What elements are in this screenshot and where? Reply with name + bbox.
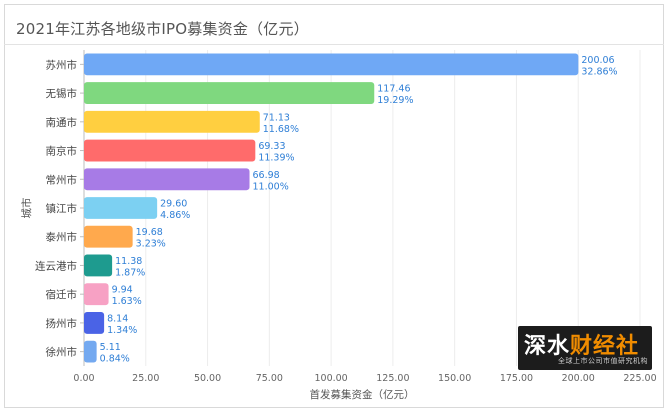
category-label: 徐州市: [46, 346, 78, 359]
bar: [84, 254, 113, 277]
value-label: 19.68: [136, 227, 163, 238]
percent-label: 1.87%: [115, 267, 145, 278]
watermark-brand-b: 财经社: [570, 334, 640, 359]
percent-label: 0.84%: [100, 354, 130, 365]
x-tick-label: 0.00: [73, 373, 94, 384]
category-label: 南通市: [46, 116, 78, 129]
bar: [84, 53, 579, 76]
x-tick-label: 75.00: [256, 373, 283, 384]
category-label: 无锡市: [46, 87, 78, 100]
x-tick-label: 225.00: [623, 373, 656, 384]
bar: [84, 340, 97, 363]
bar: [84, 139, 256, 162]
x-tick-label: 25.00: [132, 373, 159, 384]
percent-label: 11.68%: [263, 124, 299, 135]
bar: [84, 311, 105, 334]
category-label: 连云港市: [35, 259, 77, 272]
bar: [84, 225, 133, 248]
percent-label: 11.39%: [258, 153, 294, 164]
percent-label: 1.63%: [112, 296, 142, 307]
title-divider: [4, 44, 664, 45]
x-tick-label: 50.00: [194, 373, 221, 384]
x-axis-title: 首发募集资金（亿元）: [310, 388, 415, 401]
category-label: 常州市: [46, 173, 78, 186]
category-label: 扬州市: [46, 317, 78, 330]
percent-label: 19.29%: [377, 95, 413, 106]
category-label: 苏州市: [46, 58, 78, 71]
value-label: 8.14: [107, 313, 128, 324]
x-tick-label: 125.00: [376, 373, 409, 384]
percent-label: 11.00%: [253, 181, 289, 192]
category-label: 镇江市: [46, 202, 78, 215]
value-label: 69.33: [258, 141, 285, 152]
bar: [84, 283, 109, 306]
x-tick-label: 175.00: [500, 373, 533, 384]
value-label: 5.11: [100, 342, 121, 353]
percent-label: 4.86%: [160, 210, 190, 221]
x-tick-label: 150.00: [438, 373, 471, 384]
value-label: 66.98: [253, 170, 280, 181]
watermark-logo: 深水财经社 全球上市公司市值研究机构: [518, 326, 652, 370]
x-tick-label: 200.00: [562, 373, 595, 384]
watermark-brand-a: 深水: [524, 334, 571, 359]
percent-label: 3.23%: [136, 239, 166, 250]
value-label: 29.60: [160, 199, 187, 210]
bar: [84, 110, 260, 133]
value-label: 200.06: [581, 55, 614, 66]
value-label: 117.46: [377, 84, 410, 95]
bar: [84, 82, 375, 105]
bar: [84, 168, 250, 191]
category-label: 宿迁市: [46, 288, 78, 301]
value-label: 71.13: [263, 112, 290, 123]
y-axis-title: 城市: [20, 198, 33, 219]
watermark-tagline: 全球上市公司市值研究机构: [558, 357, 648, 365]
category-label: 泰州市: [46, 231, 78, 244]
chart-title: 2021年江苏各地级市IPO募集资金（亿元）: [16, 20, 309, 38]
value-label: 9.94: [112, 285, 133, 296]
percent-label: 32.86%: [581, 66, 617, 77]
bar: [84, 197, 158, 219]
x-tick-label: 100.00: [314, 373, 347, 384]
percent-label: 1.34%: [107, 325, 137, 336]
category-label: 南京市: [46, 145, 78, 158]
value-label: 11.38: [115, 256, 142, 267]
